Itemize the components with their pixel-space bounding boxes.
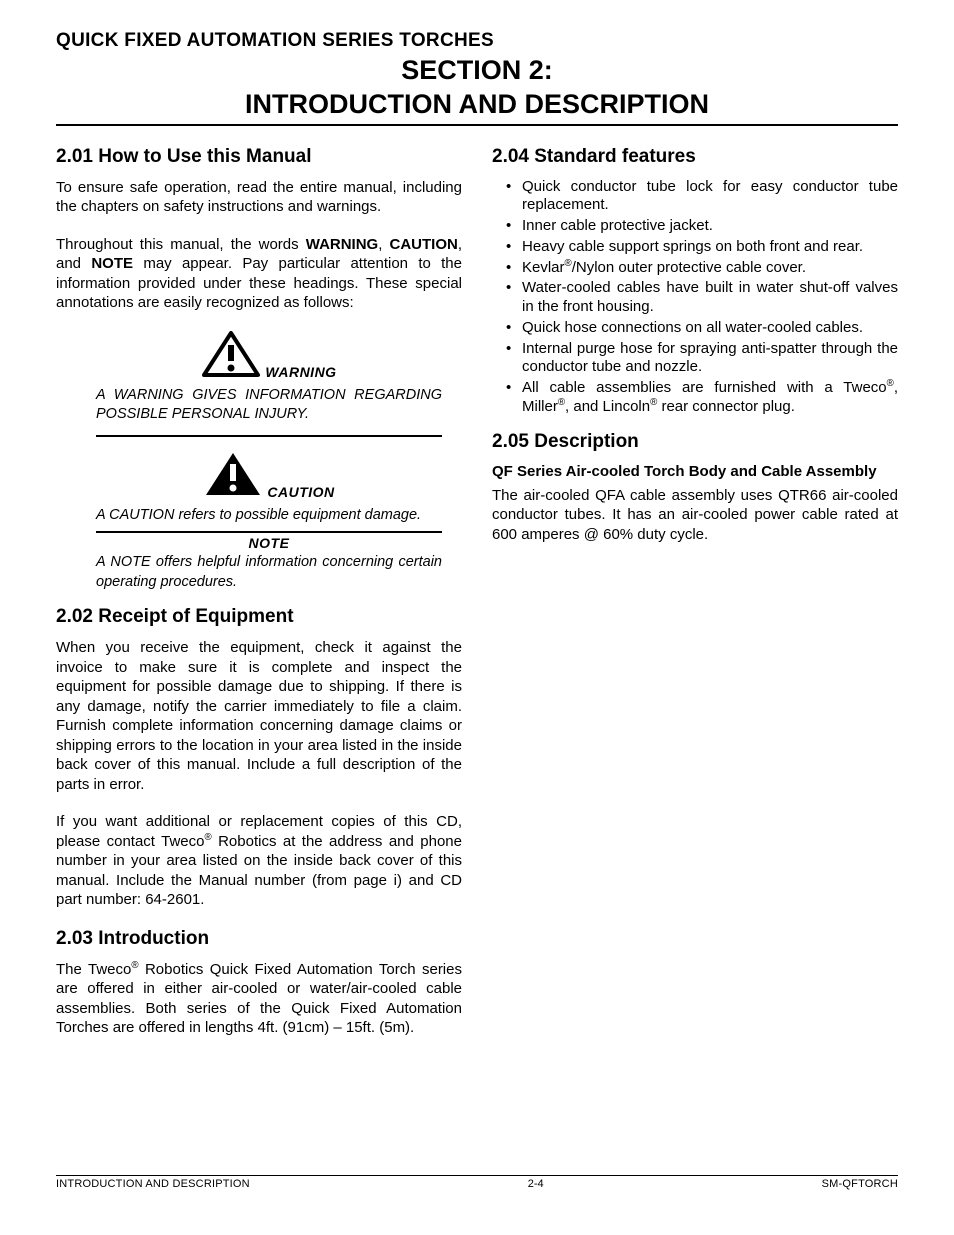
list-item: Water-cooled cables have built in water …	[522, 279, 898, 317]
footer-left: INTRODUCTION AND DESCRIPTION	[56, 1178, 250, 1190]
note-text: A NOTE offers helpful information concer…	[96, 553, 442, 592]
heading-2-05: 2.05 Description	[492, 431, 898, 453]
list-item: Inner cable protective jacket.	[522, 217, 898, 236]
caution-triangle-icon	[203, 451, 263, 502]
heading-2-01: 2.01 How to Use this Manual	[56, 146, 462, 168]
note-label: NOTE	[249, 531, 290, 551]
list-item: Quick hose connections on all water-cool…	[522, 319, 898, 338]
section-title-line1: SECTION 2:	[401, 55, 553, 85]
footer-right: SM-QFTORCH	[822, 1178, 898, 1190]
warning-triangle-icon	[201, 331, 261, 382]
footer-page-number: 2-4	[528, 1178, 544, 1190]
heading-2-03: 2.03 Introduction	[56, 928, 462, 950]
paragraph-2-05: The air-cooled QFA cable assembly uses Q…	[492, 486, 898, 545]
caution-label: CAUTION	[267, 484, 334, 502]
note-label-row: NOTE	[96, 531, 442, 553]
running-head: QUICK FIXED AUTOMATION SERIES TORCHES	[56, 30, 898, 52]
warning-callout: WARNING A WARNING GIVES INFORMATION REGA…	[96, 331, 442, 593]
heading-2-02: 2.02 Receipt of Equipment	[56, 606, 462, 628]
page-footer: INTRODUCTION AND DESCRIPTION 2-4 SM-QFTO…	[56, 1175, 898, 1190]
paragraph-2-02-b: If you want additional or replacement co…	[56, 812, 462, 910]
section-title: SECTION 2: INTRODUCTION AND DESCRIPTION	[56, 54, 898, 126]
paragraph-2-01-b: Throughout this manual, the words WARNIN…	[56, 235, 462, 313]
left-column: 2.01 How to Use this Manual To ensure sa…	[56, 138, 462, 1046]
list-item: Internal purge hose for spraying anti-sp…	[522, 340, 898, 378]
heading-2-04: 2.04 Standard features	[492, 146, 898, 168]
list-item: All cable assemblies are furnished with …	[522, 379, 898, 417]
subheading-qf-series: QF Series Air-cooled Torch Body and Cabl…	[492, 463, 898, 480]
two-column-layout: 2.01 How to Use this Manual To ensure sa…	[56, 138, 898, 1046]
caution-text: A CAUTION refers to possible equipment d…	[96, 506, 442, 532]
section-title-line2: INTRODUCTION AND DESCRIPTION	[245, 89, 709, 119]
right-column: 2.04 Standard features Quick conductor t…	[492, 138, 898, 1046]
list-item: Kevlar®/Nylon outer protective cable cov…	[522, 259, 898, 278]
list-item: Heavy cable support springs on both fron…	[522, 238, 898, 257]
warning-label: WARNING	[265, 364, 336, 382]
list-item: Quick conductor tube lock for easy condu…	[522, 178, 898, 216]
paragraph-2-03: The Tweco® Robotics Quick Fixed Automati…	[56, 960, 462, 1038]
paragraph-2-02-a: When you receive the equipment, check it…	[56, 638, 462, 794]
features-list: Quick conductor tube lock for easy condu…	[492, 178, 898, 417]
warning-text: A WARNING GIVES INFORMATION REGARDING PO…	[96, 386, 442, 437]
paragraph-2-01-a: To ensure safe operation, read the entir…	[56, 178, 462, 217]
